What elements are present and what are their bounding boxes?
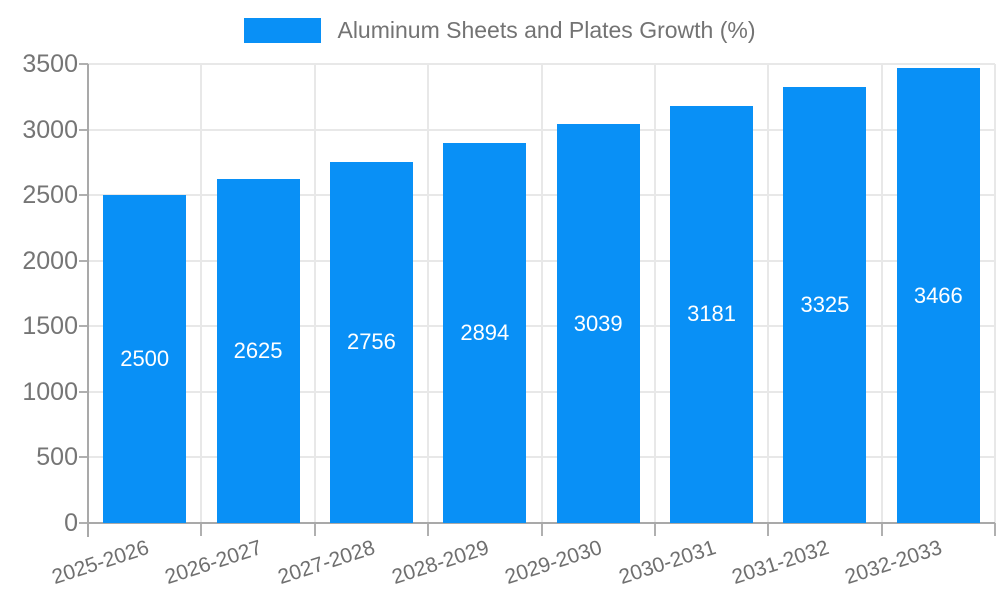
bar: 2894 bbox=[443, 143, 527, 523]
gridline-vertical bbox=[994, 64, 996, 523]
y-axis-tick bbox=[79, 522, 88, 524]
bar: 2756 bbox=[329, 161, 413, 523]
bar-value-label: 3325 bbox=[800, 291, 850, 317]
y-axis-tick bbox=[79, 128, 88, 131]
x-axis-tick bbox=[313, 523, 316, 536]
y-axis-tick-label: 2000 bbox=[22, 246, 78, 275]
y-axis-tick bbox=[79, 63, 88, 65]
y-axis-tick-label: 500 bbox=[36, 443, 78, 472]
y-axis-tick-label: 2500 bbox=[22, 181, 78, 210]
y-axis-tick bbox=[79, 259, 88, 262]
legend: Aluminum Sheets and Plates Growth (%) bbox=[0, 17, 1000, 44]
y-axis-tick bbox=[79, 194, 88, 197]
bar: 3039 bbox=[556, 124, 640, 523]
bar-value-label: 3181 bbox=[687, 301, 737, 327]
y-axis-tick-label: 0 bbox=[64, 509, 78, 537]
y-axis-tick-label: 3500 bbox=[22, 50, 78, 78]
bar-value-label: 2894 bbox=[460, 320, 510, 346]
x-axis-tick bbox=[880, 523, 883, 536]
gridline-vertical bbox=[313, 64, 316, 523]
bar-value-label: 2500 bbox=[120, 346, 170, 372]
x-axis-tick bbox=[653, 523, 656, 536]
y-axis-tick-label: 3000 bbox=[22, 115, 78, 144]
legend-swatch bbox=[244, 18, 322, 43]
y-axis-tick-label: 1500 bbox=[22, 312, 78, 341]
gridline-vertical bbox=[540, 64, 543, 523]
x-axis-tick bbox=[994, 523, 996, 536]
gridline-vertical bbox=[767, 64, 770, 523]
y-axis-tick bbox=[79, 456, 88, 459]
gridline-vertical bbox=[653, 64, 656, 523]
bar: 3181 bbox=[670, 105, 754, 523]
x-axis-line bbox=[88, 522, 995, 524]
gridline-vertical bbox=[880, 64, 883, 523]
y-axis-tick bbox=[79, 325, 88, 328]
x-axis-tick bbox=[540, 523, 543, 536]
y-axis-tick bbox=[79, 390, 88, 393]
bar: 2625 bbox=[216, 178, 300, 523]
y-axis-line bbox=[87, 64, 89, 537]
legend-label: Aluminum Sheets and Plates Growth (%) bbox=[337, 17, 756, 43]
bar-value-label: 2756 bbox=[346, 329, 396, 355]
gridline-vertical bbox=[200, 64, 203, 523]
gridline-vertical bbox=[427, 64, 430, 523]
bar: 3466 bbox=[896, 68, 980, 523]
y-axis-tick-label: 1000 bbox=[22, 377, 78, 406]
x-axis-tick bbox=[200, 523, 203, 536]
bar-value-label: 3039 bbox=[573, 310, 623, 336]
bar: 3325 bbox=[783, 86, 867, 523]
bar: 2500 bbox=[103, 195, 187, 523]
bar-value-label: 2625 bbox=[233, 337, 283, 363]
bar-value-label: 3466 bbox=[913, 282, 963, 308]
x-axis-tick bbox=[767, 523, 770, 536]
x-axis-tick bbox=[427, 523, 430, 536]
